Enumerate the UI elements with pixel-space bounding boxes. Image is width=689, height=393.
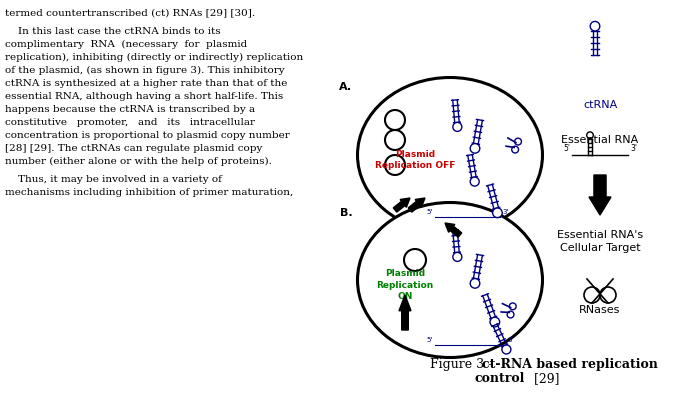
- Text: 5': 5': [563, 144, 570, 153]
- Circle shape: [385, 110, 405, 130]
- Text: essential RNA, although having a short half-life. This: essential RNA, although having a short h…: [5, 92, 283, 101]
- Text: A.: A.: [340, 83, 353, 92]
- Circle shape: [453, 252, 462, 261]
- Text: control: control: [475, 372, 525, 385]
- Text: ct-RNA based replication: ct-RNA based replication: [482, 358, 658, 371]
- Circle shape: [490, 317, 500, 327]
- Circle shape: [404, 249, 426, 271]
- Circle shape: [515, 138, 522, 145]
- Circle shape: [509, 303, 516, 310]
- Circle shape: [600, 287, 616, 303]
- Text: 3': 3': [630, 144, 637, 153]
- Ellipse shape: [358, 202, 542, 358]
- Text: Figure 3 -: Figure 3 -: [430, 358, 500, 371]
- Text: termed countertranscribed (ct) RNAs [29] [30].: termed countertranscribed (ct) RNAs [29]…: [5, 8, 255, 17]
- Text: replication), inhibiting (directly or indirectly) replication: replication), inhibiting (directly or in…: [5, 53, 303, 62]
- Polygon shape: [409, 198, 425, 212]
- Text: ctRNA: ctRNA: [583, 100, 617, 110]
- Text: B.: B.: [340, 208, 353, 217]
- Polygon shape: [399, 295, 411, 330]
- Text: Essential RNA: Essential RNA: [562, 135, 639, 145]
- Text: concentration is proportional to plasmid copy number: concentration is proportional to plasmid…: [5, 131, 290, 140]
- Text: mechanisms including inhibition of primer maturation,: mechanisms including inhibition of prime…: [5, 188, 294, 197]
- Circle shape: [590, 21, 600, 31]
- Circle shape: [587, 132, 593, 138]
- Text: of the plasmid, (as shown in figure 3). This inhibitory: of the plasmid, (as shown in figure 3). …: [5, 66, 285, 75]
- Text: happens because the ctRNA is transcribed by a: happens because the ctRNA is transcribed…: [5, 105, 255, 114]
- Circle shape: [512, 146, 519, 153]
- Circle shape: [470, 279, 480, 288]
- Text: 5': 5': [426, 209, 433, 215]
- Text: 5': 5': [426, 337, 433, 343]
- Text: complimentary  RNA  (necessary  for  plasmid: complimentary RNA (necessary for plasmid: [5, 40, 247, 49]
- Text: 3': 3': [502, 209, 508, 215]
- Polygon shape: [589, 175, 611, 215]
- Text: Essential RNA's
Cellular Target: Essential RNA's Cellular Target: [557, 230, 643, 253]
- Text: [28] [29]. The ctRNAs can regulate plasmid copy: [28] [29]. The ctRNAs can regulate plasm…: [5, 144, 263, 153]
- Text: 3': 3': [507, 337, 513, 343]
- Text: ctRNA is synthesized at a higher rate than that of the: ctRNA is synthesized at a higher rate th…: [5, 79, 287, 88]
- Polygon shape: [445, 223, 462, 237]
- Text: constitutive   promoter,   and   its   intracellular: constitutive promoter, and its intracell…: [5, 118, 255, 127]
- Circle shape: [470, 143, 480, 153]
- Text: Plasmid
Replication
ON: Plasmid Replication ON: [376, 269, 433, 301]
- Circle shape: [470, 177, 479, 186]
- Text: number (either alone or with the help of proteins).: number (either alone or with the help of…: [5, 157, 272, 166]
- Polygon shape: [393, 198, 410, 212]
- Text: RNases: RNases: [579, 305, 621, 315]
- Circle shape: [385, 155, 405, 175]
- Circle shape: [502, 345, 511, 354]
- Text: [29]: [29]: [530, 372, 559, 385]
- Circle shape: [584, 287, 600, 303]
- Text: In this last case the ctRNA binds to its: In this last case the ctRNA binds to its: [5, 27, 220, 36]
- Circle shape: [493, 208, 502, 218]
- Circle shape: [453, 122, 462, 131]
- Ellipse shape: [358, 77, 542, 233]
- Text: Plasmid
Replication OFF: Plasmid Replication OFF: [375, 150, 455, 170]
- Circle shape: [385, 130, 405, 150]
- Circle shape: [507, 311, 514, 318]
- Text: Thus, it may be involved in a variety of: Thus, it may be involved in a variety of: [5, 175, 222, 184]
